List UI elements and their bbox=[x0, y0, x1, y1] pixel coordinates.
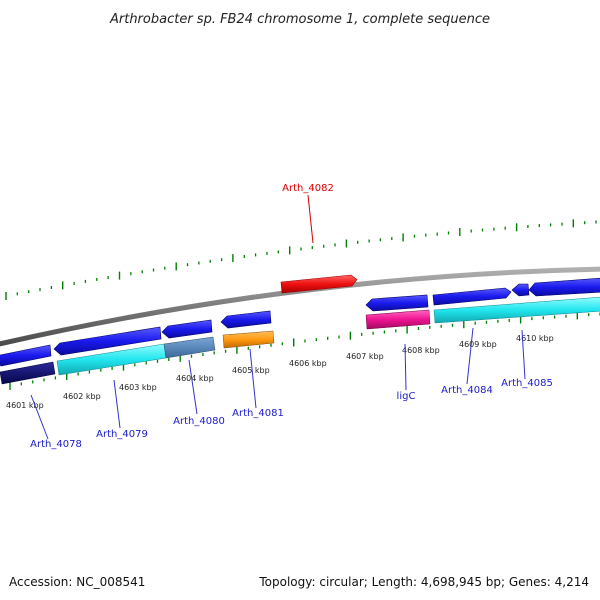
gene-label-arth-4082[interactable]: Arth_4082 bbox=[282, 183, 334, 194]
gene-arth-4085-a[interactable] bbox=[511, 283, 530, 297]
kbp-labels: 4601 kbp 4602 kbp 4603 kbp 4604 kbp 4605… bbox=[6, 334, 554, 410]
kbp-label: 4607 kbp bbox=[346, 352, 384, 361]
gene-arth-4082[interactable] bbox=[280, 274, 358, 294]
accession-text: Accession: NC_008541 bbox=[9, 575, 145, 589]
leader-lines bbox=[30, 194, 526, 440]
gene-arth-4084[interactable] bbox=[432, 287, 512, 306]
kbp-label: 4608 kbp bbox=[402, 346, 440, 355]
gene-label-arth-4085[interactable]: Arth_4085 bbox=[501, 378, 553, 389]
kbp-label: 4601 kbp bbox=[6, 401, 44, 410]
kbp-label: 4609 kbp bbox=[459, 340, 497, 349]
kbp-label: 4603 kbp bbox=[119, 383, 157, 392]
gene-label-ligC[interactable]: ligC bbox=[397, 391, 416, 402]
kbp-label: 4606 kbp bbox=[289, 359, 327, 368]
gene-label-arth-4081[interactable]: Arth_4081 bbox=[232, 408, 284, 419]
gene-arth-4085-b[interactable] bbox=[528, 277, 600, 297]
topology-text: Topology: circular; Length: 4,698,945 bp… bbox=[258, 575, 589, 589]
cog-category-row bbox=[0, 296, 600, 385]
kbp-label: 4605 kbp bbox=[232, 366, 270, 375]
gene-labels: Arth_4078 Arth_4079 Arth_4080 Arth_4081 … bbox=[30, 183, 553, 450]
kbp-label: 4610 kbp bbox=[516, 334, 554, 343]
gene-label-arth-4078[interactable]: Arth_4078 bbox=[30, 439, 82, 450]
kbp-label: 4602 kbp bbox=[63, 392, 101, 401]
gene-arth-4080[interactable] bbox=[161, 319, 213, 339]
gene-arth-4078[interactable] bbox=[0, 344, 52, 367]
inner-tick-ring bbox=[9, 311, 600, 390]
gene-label-arth-4079[interactable]: Arth_4079 bbox=[96, 429, 148, 440]
map-title: Arthrobacter sp. FB24 chromosome 1, comp… bbox=[109, 12, 490, 27]
gene-label-arth-4080[interactable]: Arth_4080 bbox=[173, 416, 225, 427]
reverse-strand-genes-row1 bbox=[0, 277, 600, 367]
gene-arth-4081[interactable] bbox=[220, 310, 272, 329]
kbp-label: 4604 kbp bbox=[176, 374, 214, 383]
gene-ligC[interactable] bbox=[365, 294, 429, 312]
outer-tick-ring bbox=[5, 219, 597, 300]
gene-label-arth-4084[interactable]: Arth_4084 bbox=[441, 385, 493, 396]
gene-arth-4079[interactable] bbox=[53, 326, 162, 356]
